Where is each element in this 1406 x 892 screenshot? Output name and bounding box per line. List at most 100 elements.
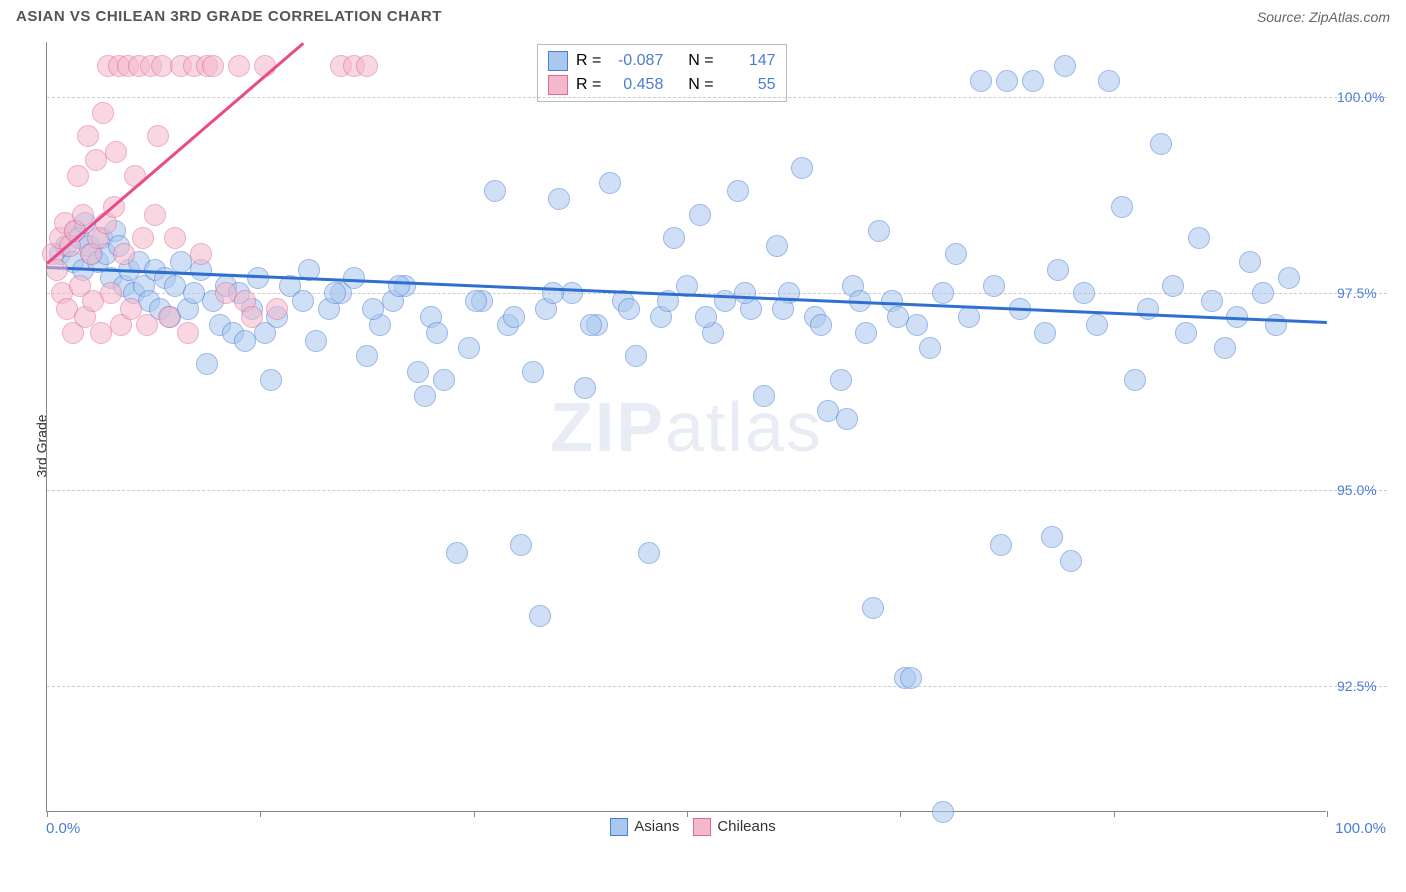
data-point <box>1111 196 1133 218</box>
data-point <box>433 369 455 391</box>
data-point <box>1252 282 1274 304</box>
data-point <box>689 204 711 226</box>
data-point <box>529 605 551 627</box>
data-point <box>791 157 813 179</box>
x-tick <box>687 811 688 817</box>
data-point <box>147 125 169 147</box>
y-tick-label: 100.0% <box>1337 89 1384 105</box>
x-tick <box>1327 811 1328 817</box>
data-point <box>503 306 525 328</box>
data-point <box>932 282 954 304</box>
data-point <box>970 70 992 92</box>
data-point <box>599 172 621 194</box>
data-point <box>1188 227 1210 249</box>
data-point <box>862 597 884 619</box>
data-point <box>1265 314 1287 336</box>
stats-r-label: R = <box>576 49 601 73</box>
data-point <box>113 243 135 265</box>
data-point <box>1137 298 1159 320</box>
data-point <box>638 542 660 564</box>
data-point <box>305 330 327 352</box>
bottom-legend: Asians Chileans <box>46 818 1326 836</box>
data-point <box>1054 55 1076 77</box>
stats-r-value: -0.087 <box>609 49 663 73</box>
x-max-label: 100.0% <box>1335 820 1386 837</box>
x-tick <box>47 811 48 817</box>
legend-swatch <box>693 818 711 836</box>
legend-swatch <box>548 51 568 71</box>
data-point <box>1047 259 1069 281</box>
data-point <box>85 149 107 171</box>
data-point <box>1239 251 1261 273</box>
chart-source: Source: ZipAtlas.com <box>1257 9 1390 25</box>
data-point <box>362 298 384 320</box>
data-point <box>292 290 314 312</box>
data-point <box>906 314 928 336</box>
data-point <box>144 204 166 226</box>
chart-title: ASIAN VS CHILEAN 3RD GRADE CORRELATION C… <box>16 8 442 25</box>
data-point <box>100 282 122 304</box>
plot-region: ZIPatlas R =-0.087 N =147R =0.458 N =55 … <box>46 42 1326 812</box>
data-point <box>228 55 250 77</box>
data-point <box>574 377 596 399</box>
x-tick <box>900 811 901 817</box>
data-point <box>766 235 788 257</box>
data-point <box>1060 550 1082 572</box>
data-point <box>124 165 146 187</box>
data-point <box>919 337 941 359</box>
stats-n-value: 147 <box>722 49 776 73</box>
legend-label: Asians <box>634 818 679 835</box>
data-point <box>1124 369 1146 391</box>
data-point <box>561 282 583 304</box>
data-point <box>458 337 480 359</box>
data-point <box>618 298 640 320</box>
data-point <box>887 306 909 328</box>
data-point <box>1214 337 1236 359</box>
data-point <box>92 102 114 124</box>
data-point <box>510 534 532 556</box>
stats-legend: R = -0.087 N = 147R = 0.458 N = 55 <box>537 44 787 102</box>
data-point <box>868 220 890 242</box>
data-point <box>1022 70 1044 92</box>
data-point <box>190 243 212 265</box>
stats-n-value: 55 <box>722 73 776 97</box>
data-point <box>522 361 544 383</box>
data-point <box>484 180 506 202</box>
data-point <box>900 667 922 689</box>
data-point <box>1098 70 1120 92</box>
data-point <box>426 322 448 344</box>
stats-r-label: R = <box>576 73 601 97</box>
data-point <box>1041 526 1063 548</box>
data-point <box>446 542 468 564</box>
data-point <box>542 282 564 304</box>
x-tick <box>260 811 261 817</box>
data-point <box>695 306 717 328</box>
data-point <box>996 70 1018 92</box>
watermark: ZIPatlas <box>550 387 823 467</box>
data-point <box>1175 322 1197 344</box>
data-point <box>772 298 794 320</box>
data-point <box>734 282 756 304</box>
data-point <box>1150 133 1172 155</box>
stats-legend-row: R = -0.087 N = 147 <box>548 49 776 73</box>
data-point <box>241 306 263 328</box>
x-tick <box>1114 811 1115 817</box>
data-point <box>465 290 487 312</box>
gridline <box>47 686 1387 687</box>
x-tick <box>474 811 475 817</box>
stats-r-value: 0.458 <box>609 73 663 97</box>
legend-label: Chileans <box>717 818 775 835</box>
data-point <box>1201 290 1223 312</box>
data-point <box>727 180 749 202</box>
data-point <box>810 314 832 336</box>
data-point <box>356 345 378 367</box>
data-point <box>625 345 647 367</box>
data-point <box>945 243 967 265</box>
data-point <box>388 275 410 297</box>
data-point <box>990 534 1012 556</box>
gridline <box>47 97 1387 98</box>
data-point <box>1073 282 1095 304</box>
stats-n-label: N = <box>688 49 713 73</box>
gridline <box>47 490 1387 491</box>
data-point <box>1086 314 1108 336</box>
